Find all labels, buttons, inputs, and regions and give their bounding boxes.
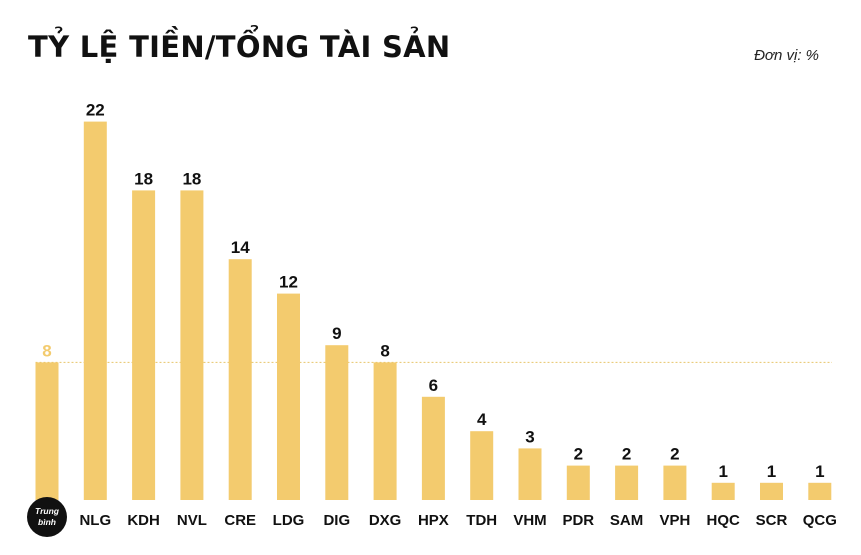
average-badge	[27, 497, 67, 537]
bar-vhm	[518, 448, 542, 500]
bar-cre	[228, 259, 252, 500]
average-value-label: 8	[42, 341, 51, 360]
category-label-vhm: VHM	[513, 512, 546, 529]
value-label-dig: 9	[332, 324, 341, 343]
bar-hqc	[711, 482, 735, 500]
category-label-dxg: DXG	[369, 512, 402, 529]
value-label-hqc: 1	[718, 462, 727, 481]
bar-nlg	[83, 121, 107, 500]
category-label-pdr: PDR	[562, 512, 594, 529]
category-label-hqc: HQC	[707, 512, 741, 529]
average-badge-label-line2: bình	[38, 517, 56, 527]
bar-nvl	[180, 190, 204, 500]
bar-dig	[325, 345, 349, 500]
bar-dxg	[373, 362, 397, 500]
category-label-sam: SAM	[610, 512, 643, 529]
category-label-dig: DIG	[323, 512, 350, 529]
bar-tdh	[470, 431, 494, 500]
category-label-qcg: QCG	[803, 512, 837, 529]
bar-hpx	[421, 396, 445, 500]
category-label-ldg: LDG	[273, 512, 305, 529]
category-label-tdh: TDH	[466, 512, 497, 529]
value-label-vhm: 3	[525, 427, 534, 446]
value-label-nvl: 18	[182, 169, 201, 188]
value-label-pdr: 2	[574, 445, 583, 464]
value-label-sam: 2	[622, 445, 631, 464]
value-label-cre: 14	[231, 238, 250, 257]
value-label-nlg: 22	[86, 101, 105, 120]
average-bar	[35, 362, 59, 500]
value-label-qcg: 1	[815, 462, 824, 481]
value-label-hpx: 6	[429, 376, 438, 395]
bar-pdr	[566, 465, 590, 500]
category-label-nlg: NLG	[79, 512, 111, 529]
unit-label: Đơn vị: %	[754, 47, 819, 64]
value-label-ldg: 12	[279, 273, 298, 292]
category-label-vph: VPH	[659, 512, 690, 529]
value-label-scr: 1	[767, 462, 776, 481]
value-label-kdh: 18	[134, 169, 153, 188]
value-label-dxg: 8	[380, 341, 389, 360]
bar-sam	[615, 465, 639, 500]
category-label-cre: CRE	[224, 512, 256, 529]
average-badge-label-line1: Trung	[35, 506, 60, 516]
bar-qcg	[808, 482, 832, 500]
category-label-kdh: KDH	[127, 512, 160, 529]
bar-vph	[663, 465, 687, 500]
value-label-tdh: 4	[477, 410, 487, 429]
bar-kdh	[132, 190, 156, 500]
category-label-nvl: NVL	[177, 512, 207, 529]
bar-ldg	[277, 293, 300, 500]
category-label-hpx: HPX	[418, 512, 449, 529]
bar-scr	[760, 482, 783, 500]
chart-title: TỶ LỆ TIỀN/TỔNG TÀI SẢN	[28, 30, 451, 64]
category-label-scr: SCR	[756, 512, 788, 529]
value-label-vph: 2	[670, 445, 679, 464]
